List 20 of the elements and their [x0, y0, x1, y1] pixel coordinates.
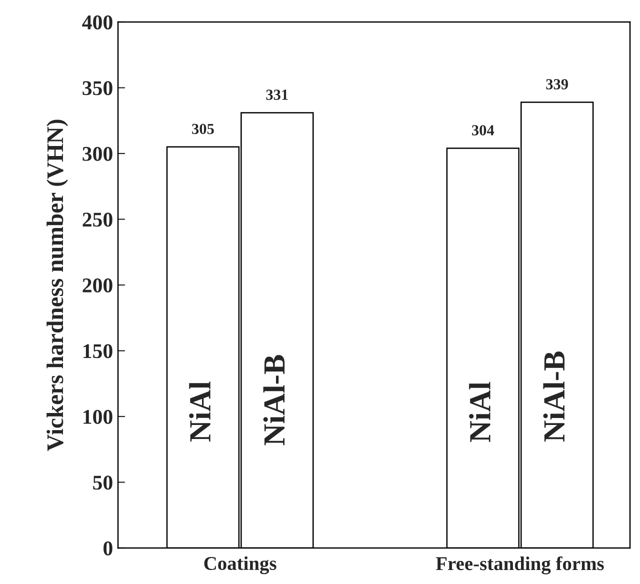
- data-label: 305: [192, 124, 214, 134]
- y-tick-label: 150: [84, 344, 112, 358]
- y-tick-label: 200: [82, 278, 112, 292]
- x-tick-label: Free-standing forms: [436, 556, 604, 574]
- text: NiAl-B: [263, 355, 285, 446]
- y-tick-label: 400: [82, 15, 112, 30]
- series-label: NiAl-B: [543, 351, 565, 442]
- y-tick-label: 250: [82, 212, 112, 227]
- data-label: 304: [472, 125, 494, 136]
- series-label: NiAl: [189, 382, 210, 442]
- y-axis-title: Vickers hardness number (VHN): [46, 120, 68, 451]
- y-tick-label: 50: [93, 476, 112, 490]
- data-label: 331: [266, 90, 288, 100]
- text: NiAl: [469, 382, 490, 442]
- y-tick-label: 350: [82, 81, 112, 96]
- data-label: 339: [546, 79, 568, 90]
- x-tick-label: Coatings: [204, 556, 276, 574]
- y-tick-label: 300: [82, 146, 112, 161]
- y-tick-label: 0: [104, 541, 112, 556]
- y-tick-label: 100: [84, 410, 112, 424]
